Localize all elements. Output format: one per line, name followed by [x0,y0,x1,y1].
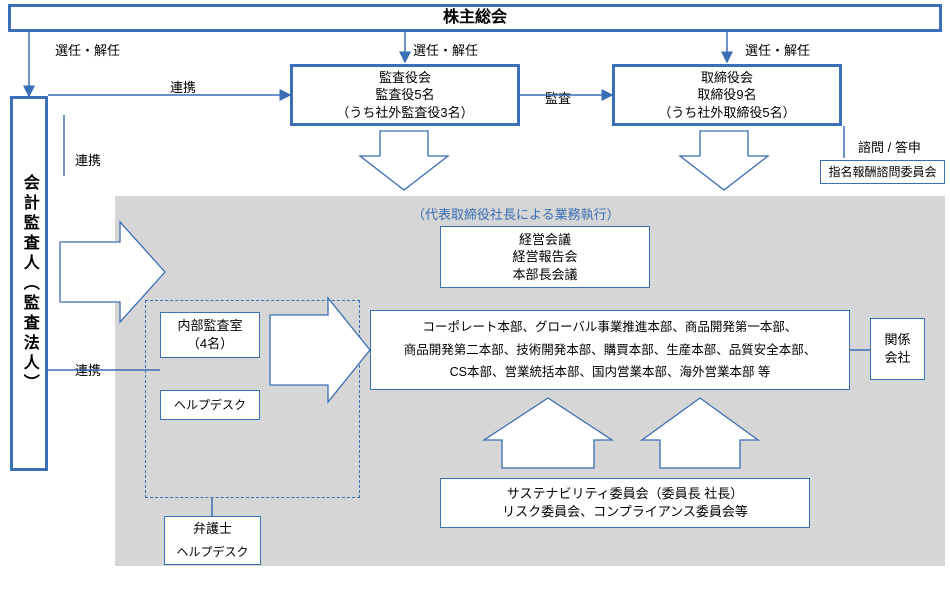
directors-board-l1: 取締役会 [701,69,753,87]
shareholders-meeting: 株主総会 [8,4,942,32]
audit-board-l1: 監査役会 [379,69,431,87]
lawyer: 弁護士 [164,516,261,542]
label-audit-big: 監査 [93,263,119,282]
aff-l1: 関係 [884,331,910,349]
affiliates: 関係 会社 [870,318,925,380]
div-l2: 商品開発第二本部、技術開発本部、購買本部、生産本部、品質安全本部、 [404,339,817,362]
label-report: 報告 [684,415,710,434]
exec-note: （代表取締役社長による業務執行） [412,204,620,223]
label-coop3: 連携 [75,360,101,379]
directors-board-l2: 取締役9名 [697,86,756,104]
audit-board-l3: （うち社外監査役3名） [336,104,473,122]
mgmt-l3: 本部長会議 [512,266,577,284]
label-coop2: 連携 [75,150,101,169]
label-coop1: 連携 [170,77,196,96]
label-audit2: 監査 [390,137,416,156]
label-appoint3: 選任・解任 [745,40,810,59]
label-audit1: 監査 [545,88,571,107]
label-appoint2: 選任・解任 [413,40,478,59]
hd1-label: ヘルプデスク [174,397,246,413]
directors-board-l3: （うち社外取締役5名） [658,104,795,122]
div-l1: コーポレート本部、グローバル事業推進本部、商品開発第一本部、 [423,316,798,339]
directors-board: 取締役会 取締役9名 （うち社外取締役5名） [612,64,842,126]
helpdesk-2: ヘルプデスク [164,541,261,565]
accounting-auditor: 会計監査人（監査法人） [10,96,48,471]
audit-board-l2: 監査役5名 [375,86,434,104]
label-control: 統制・提言 [520,415,585,434]
accounting-auditor-label: 会計監査人（監査法人） [18,174,40,394]
shareholders-label: 株主総会 [443,7,507,29]
internal-audit: 内部監査室 （4名） [160,312,260,358]
hd2-label: ヘルプデスク [176,544,248,560]
nomination-label: 指名報酬諮問委員会 [828,164,936,180]
ia-l2: （4名） [187,335,233,353]
label-consult: 諮問 / 答申 [858,137,921,156]
audit-board: 監査役会 監査役5名 （うち社外監査役3名） [290,64,520,126]
ia-l1: 内部監査室 [177,317,242,335]
lawyer-label: 弁護士 [193,520,232,538]
nomination-committee: 指名報酬諮問委員会 [820,160,945,184]
management-meetings: 経営会議 経営報告会 本部長会議 [440,226,650,288]
mgmt-l2: 経営報告会 [512,248,577,266]
mgmt-l1: 経営会議 [519,231,571,249]
label-appoint1: 選任・解任 [55,40,120,59]
com-l2: リスク委員会、コンプライアンス委員会等 [502,503,748,521]
com-l1: サステナビリティ委員会（委員長 社長） [507,485,744,503]
aff-l2: 会社 [884,349,910,367]
committees: サステナビリティ委員会（委員長 社長） リスク委員会、コンプライアンス委員会等 [440,478,810,528]
divisions: コーポレート本部、グローバル事業推進本部、商品開発第一本部、 商品開発第二本部、… [370,310,850,390]
div-l3: CS本部、営業統括本部、国内営業本部、海外営業本部 等 [450,361,771,384]
helpdesk-1: ヘルプデスク [160,390,260,420]
label-audit-sugg: 監査・提言 [283,333,323,351]
label-supervise: 監督 [711,137,737,156]
